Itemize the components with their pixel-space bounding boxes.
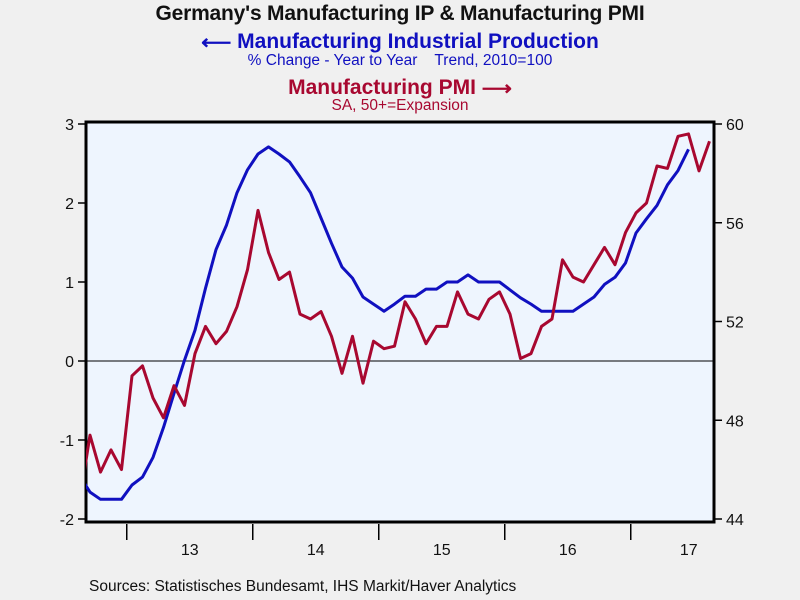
right-tick-label: 52	[726, 315, 744, 332]
right-tick-label: 60	[726, 117, 744, 134]
right-tick-label: 44	[726, 512, 744, 529]
series-pmi-legend: Manufacturing PMI ⟶	[200, 76, 600, 101]
left-tick-label: 0	[65, 354, 74, 371]
left-tick-label: -2	[60, 512, 74, 529]
left-tick-label: 1	[65, 275, 74, 292]
right-tick-label: 56	[726, 216, 744, 233]
year-label: 16	[559, 542, 577, 559]
series-ip-legend: ⟵ Manufacturing Industrial Production	[0, 30, 800, 55]
left-tick-label: 3	[65, 117, 74, 134]
year-label: 17	[680, 542, 698, 559]
series-pmi-title: Manufacturing PMI	[288, 76, 476, 100]
series-ip-title: Manufacturing Industrial Production	[237, 30, 599, 54]
right-arrow-icon: ⟶	[481, 77, 512, 100]
right-tick-label: 48	[726, 413, 744, 430]
left-tick-label: 2	[65, 196, 74, 213]
year-label: 15	[433, 542, 451, 559]
source-note: Sources: Statistisches Bundesamt, IHS Ma…	[89, 578, 517, 595]
year-label: 14	[307, 542, 325, 559]
chart-title: Germany's Manufacturing IP & Manufacturi…	[155, 2, 645, 25]
year-label: 13	[181, 542, 199, 559]
series-pmi-subtitle: SA, 50+=Expansion	[331, 97, 469, 114]
left-arrow-icon: ⟵	[201, 31, 232, 54]
series-ip-subtitle: % Change - Year to Year Trend, 2010=100	[247, 52, 553, 69]
left-tick-label: -1	[60, 433, 74, 450]
